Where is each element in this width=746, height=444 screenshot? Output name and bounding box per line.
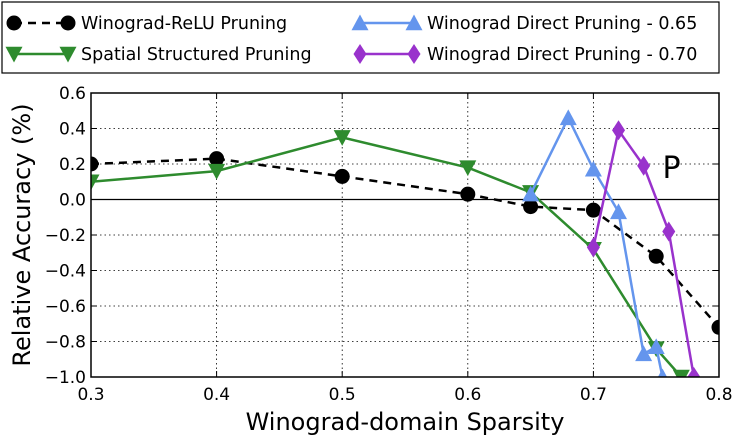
legend-marker [59, 46, 77, 63]
legend-marker [5, 46, 23, 63]
series-3 [522, 109, 668, 377]
series-1-point [460, 186, 476, 202]
y-tick-label: −0.6 [45, 297, 86, 317]
legend-label: Winograd Direct Pruning - 0.70 [427, 45, 697, 65]
y-tick-label: −0.8 [45, 333, 86, 353]
series-1-point [334, 168, 350, 184]
grid [90, 92, 720, 378]
x-tick-label: 0.3 [77, 385, 104, 405]
legend-label: Winograd Direct Pruning - 0.65 [427, 14, 697, 34]
annotations: P [662, 151, 680, 186]
series-1-point [711, 319, 719, 335]
legend-entry: Winograd Direct Pruning - 0.70 [353, 44, 697, 65]
series-3-point [584, 160, 602, 177]
x-tick-label: 0.7 [580, 385, 607, 405]
series-1 [91, 151, 719, 335]
series-4-point [687, 367, 701, 377]
series-2-point [333, 130, 351, 146]
legend-entry: Winograd Direct Pruning - 0.65 [351, 14, 697, 34]
y-tick-label: 0.6 [59, 84, 86, 104]
legend-marker [6, 15, 22, 31]
legend-label: Winograd-ReLU Pruning [81, 14, 287, 34]
y-axis-ticks: −1.0 −0.8 −0.6 −0.4 −0.2 0.0 0.2 0.4 0.6 [45, 84, 719, 388]
x-axis-ticks: 0.3 0.4 0.5 0.6 0.7 0.8 [77, 93, 733, 405]
x-tick-label: 0.5 [329, 385, 356, 405]
series-3-point [657, 368, 668, 377]
x-tick-label: 0.6 [454, 385, 481, 405]
y-tick-label: −1.0 [45, 368, 86, 388]
legend-entry: Winograd-ReLU Pruning [6, 14, 287, 34]
x-tick-label: 0.4 [203, 385, 230, 405]
y-tick-label: −0.4 [45, 262, 86, 282]
series-1-point [648, 248, 664, 264]
y-axis-title: Relative Accuracy (%) [8, 103, 36, 366]
series-2-line [91, 136, 683, 377]
series-layer [91, 109, 719, 377]
legend-entry: Spatial Structured Pruning [5, 45, 312, 65]
series-3-point [647, 338, 665, 355]
legend-marker [407, 44, 421, 64]
legend: Winograd-ReLU Pruning Spatial Structured … [1, 1, 720, 74]
x-axis-title: Winograd-domain Sparsity [246, 408, 565, 436]
series-4-point [612, 120, 626, 141]
y-tick-label: 0.0 [59, 191, 86, 211]
series-1-point [209, 151, 225, 167]
series-3-point [610, 203, 628, 220]
legend-marker [353, 44, 367, 64]
y-tick-label: −0.2 [45, 226, 86, 246]
legend-label: Spatial Structured Pruning [81, 45, 312, 65]
plot-frame [90, 92, 720, 378]
legend-marker [60, 15, 76, 31]
annotation-label: P [662, 151, 680, 186]
series-2-point [91, 174, 100, 191]
series-4-point [637, 155, 651, 176]
series-2 [91, 130, 690, 377]
series-2-point [672, 369, 690, 377]
series-4-point [662, 221, 676, 242]
y-tick-label: 0.4 [59, 120, 86, 140]
series-1-point [585, 202, 601, 218]
series-4-point [586, 237, 600, 258]
legend-marker [351, 14, 369, 31]
series-2-point [208, 163, 226, 180]
series-3-point [522, 185, 540, 202]
series-2-point [459, 160, 477, 177]
series-4 [586, 120, 701, 377]
x-tick-label: 0.8 [705, 385, 732, 405]
series-1-point [523, 199, 539, 215]
series-1-line [91, 157, 719, 329]
y-tick-label: 0.2 [59, 155, 86, 175]
series-3-point [635, 345, 653, 362]
series-3-point [559, 109, 577, 126]
legend-marker [405, 14, 423, 31]
